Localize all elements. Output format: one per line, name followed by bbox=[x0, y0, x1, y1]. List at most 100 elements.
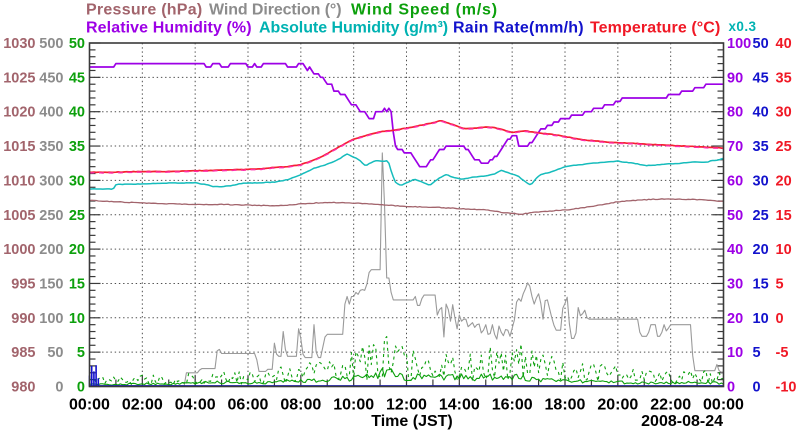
time-tick-label: 08:00 bbox=[280, 397, 321, 414]
time-tick-label: 06:00 bbox=[228, 397, 269, 414]
tick-label-relative-humidity: 10 bbox=[727, 345, 743, 361]
tick-label-wind-direction: 100 bbox=[39, 311, 63, 327]
tick-label-rain-rate: 40 bbox=[753, 105, 769, 121]
tick-label-wind-speed: 15 bbox=[69, 276, 85, 292]
tick-label-relative-humidity: 70 bbox=[727, 139, 743, 155]
series-pressure bbox=[89, 198, 724, 215]
series-wind-gust bbox=[89, 336, 724, 386]
tick-label-wind-speed: 35 bbox=[69, 139, 85, 155]
tick-label-pressure: 985 bbox=[11, 345, 35, 361]
series-absolute-humidity bbox=[89, 153, 724, 190]
time-tick-label: 16:00 bbox=[492, 397, 533, 414]
legend-temperature-c: Temperature (°C) bbox=[590, 20, 720, 37]
tick-label-relative-humidity: 0 bbox=[727, 380, 735, 396]
series-wind-speed bbox=[89, 367, 724, 386]
tick-label-temperature: -10 bbox=[776, 380, 797, 396]
tick-label-rain-rate: 20 bbox=[753, 242, 769, 258]
time-tick-label: 00:00 bbox=[703, 397, 744, 414]
tick-label-wind-speed: 40 bbox=[69, 105, 85, 121]
series-line-absolute-humidity bbox=[89, 153, 724, 190]
tick-label-wind-direction: 200 bbox=[39, 242, 63, 258]
tick-label-temperature: 15 bbox=[776, 208, 792, 224]
time-tick-label: 00:00 bbox=[69, 397, 110, 414]
tick-label-rain-rate: 25 bbox=[753, 208, 769, 224]
tick-label-wind-direction: 0 bbox=[55, 380, 63, 396]
tick-label-relative-humidity: 60 bbox=[727, 173, 743, 189]
time-tick-label: 20:00 bbox=[597, 397, 638, 414]
tick-label-temperature: 10 bbox=[776, 242, 792, 258]
tick-label-relative-humidity: 40 bbox=[727, 242, 743, 258]
tick-label-relative-humidity: 90 bbox=[727, 70, 743, 86]
tick-label-pressure: 1030 bbox=[3, 36, 35, 52]
date-label: 2008-08-24 bbox=[641, 413, 723, 430]
legend-wind-speed-m-s: Wind Speed (m/s) bbox=[351, 2, 498, 19]
tick-label-temperature: 25 bbox=[776, 139, 792, 155]
tick-label-wind-speed: 30 bbox=[69, 173, 85, 189]
tick-label-temperature: 30 bbox=[776, 105, 792, 121]
tick-label-relative-humidity: 100 bbox=[727, 36, 751, 52]
series-wind-direction bbox=[89, 152, 724, 387]
time-tick-label: 22:00 bbox=[650, 397, 691, 414]
tick-label-wind-direction: 150 bbox=[39, 276, 63, 292]
series-line-wind-direction bbox=[89, 152, 724, 387]
tick-label-temperature: 40 bbox=[776, 36, 792, 52]
tick-label-pressure: 980 bbox=[11, 380, 35, 396]
tick-label-relative-humidity: 20 bbox=[727, 311, 743, 327]
series-line-wind-gust bbox=[89, 336, 724, 386]
tick-label-relative-humidity: 50 bbox=[727, 208, 743, 224]
legend-relative-humidity: Relative Humidity (%) bbox=[86, 20, 252, 37]
tick-label-wind-speed: 20 bbox=[69, 242, 85, 258]
time-tick-label: 18:00 bbox=[545, 397, 586, 414]
scale-note-x03: x0.3 bbox=[729, 19, 757, 34]
tick-label-rain-rate: 5 bbox=[753, 345, 761, 361]
time-tick-label: 12:00 bbox=[386, 397, 427, 414]
tick-label-wind-direction: 400 bbox=[39, 105, 63, 121]
time-tick-label: 02:00 bbox=[122, 397, 163, 414]
tick-label-rain-rate: 50 bbox=[753, 36, 769, 52]
tick-label-temperature: 0 bbox=[776, 311, 784, 327]
tick-label-rain-rate: 15 bbox=[753, 276, 769, 292]
tick-label-pressure: 1020 bbox=[3, 105, 35, 121]
series-line-wind-speed bbox=[89, 367, 724, 386]
tick-label-wind-direction: 450 bbox=[39, 70, 63, 86]
tick-label-rain-rate: 35 bbox=[753, 139, 769, 155]
tick-label-temperature: -5 bbox=[776, 345, 789, 361]
tick-label-pressure: 990 bbox=[11, 311, 35, 327]
tick-label-pressure: 1010 bbox=[3, 173, 35, 189]
tick-label-temperature: 5 bbox=[776, 276, 784, 292]
tick-label-wind-direction: 300 bbox=[39, 173, 63, 189]
tick-label-pressure: 995 bbox=[11, 276, 35, 292]
tick-label-temperature: 20 bbox=[776, 173, 792, 189]
time-tick-label: 04:00 bbox=[175, 397, 216, 414]
legend-rain-rate-mm-h: Rain Rate(mm/h) bbox=[453, 20, 584, 37]
series-line-pressure bbox=[89, 198, 724, 215]
tick-label-wind-speed: 50 bbox=[69, 36, 85, 52]
series-line-temperature-dashed bbox=[89, 120, 724, 174]
tick-label-wind-speed: 10 bbox=[69, 311, 85, 327]
tick-label-rain-rate: 0 bbox=[753, 380, 761, 396]
tick-label-temperature: 35 bbox=[776, 70, 792, 86]
legend-pressure-hpa: Pressure (hPa) bbox=[86, 2, 202, 19]
tick-label-rain-rate: 30 bbox=[753, 173, 769, 189]
series-relative-humidity bbox=[89, 62, 724, 168]
tick-label-rain-rate: 45 bbox=[753, 70, 769, 86]
tick-label-relative-humidity: 80 bbox=[727, 105, 743, 121]
x-axis-title: Time (JST) bbox=[371, 413, 453, 430]
legend-wind-direction: Wind Direction (°) bbox=[209, 2, 341, 19]
tick-label-wind-speed: 25 bbox=[69, 208, 85, 224]
tick-label-wind-direction: 50 bbox=[47, 345, 63, 361]
tick-label-wind-direction: 350 bbox=[39, 139, 63, 155]
series-temperature-dashed bbox=[89, 120, 724, 174]
time-tick-label: 14:00 bbox=[439, 397, 480, 414]
series-line-relative-humidity bbox=[89, 62, 724, 168]
tick-label-wind-speed: 0 bbox=[77, 380, 85, 396]
tick-label-wind-speed: 5 bbox=[77, 345, 85, 361]
tick-label-wind-speed: 45 bbox=[69, 70, 85, 86]
tick-label-rain-rate: 10 bbox=[753, 311, 769, 327]
tick-label-pressure: 1005 bbox=[3, 208, 35, 224]
tick-label-pressure: 1000 bbox=[3, 242, 35, 258]
time-tick-label: 10:00 bbox=[333, 397, 374, 414]
